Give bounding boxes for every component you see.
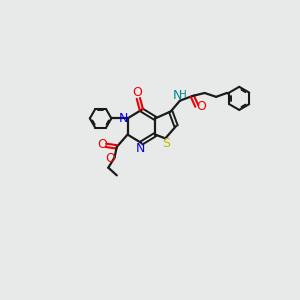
Text: O: O: [133, 86, 142, 100]
Text: O: O: [105, 152, 115, 165]
Text: H: H: [179, 90, 187, 100]
Text: N: N: [136, 142, 145, 155]
Text: N: N: [173, 89, 182, 102]
Text: O: O: [97, 138, 107, 151]
Text: S: S: [162, 137, 170, 150]
Text: O: O: [196, 100, 206, 113]
Text: N: N: [118, 112, 128, 125]
